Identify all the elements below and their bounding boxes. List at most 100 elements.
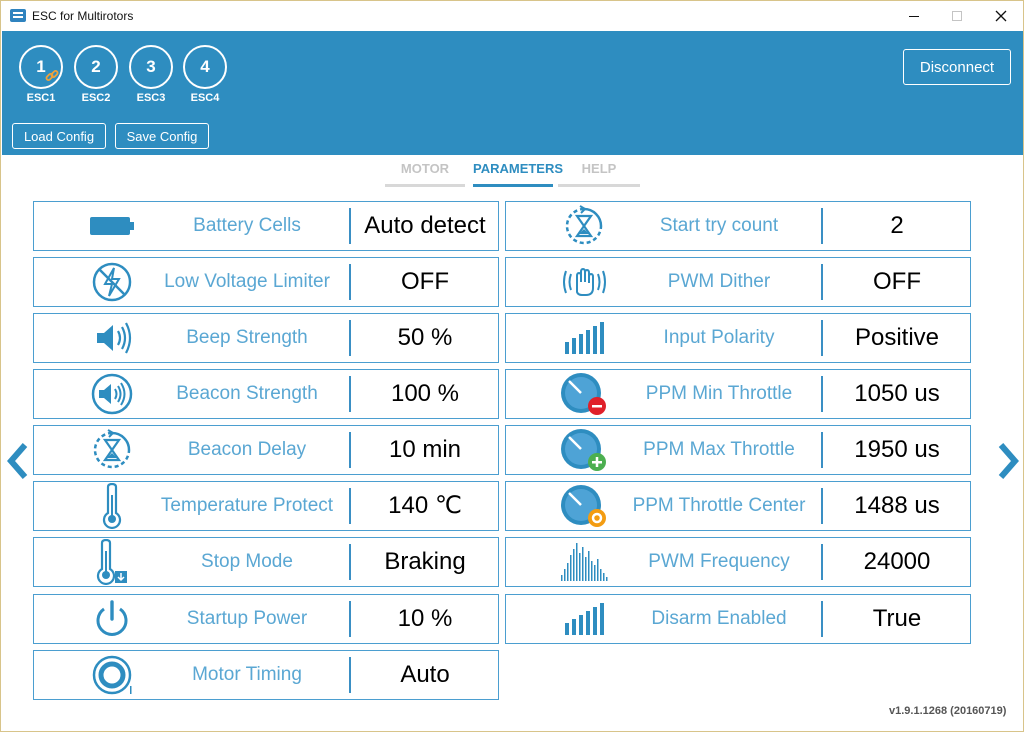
tab-help-underline	[558, 184, 640, 187]
param-name: Input Polarity	[663, 327, 775, 348]
esc2-ring: 2	[74, 45, 118, 89]
param-low-voltage-limiter[interactable]: Low Voltage Limiter OFF	[33, 257, 499, 307]
gauge-center-icon	[558, 485, 610, 527]
maximize-button[interactable]	[934, 1, 980, 31]
param-input-polarity[interactable]: Input Polarity Positive	[505, 313, 971, 363]
esc4-number: 4	[200, 57, 210, 76]
param-motor-timing[interactable]: Motor Timing Auto	[33, 650, 499, 700]
param-start-try-count[interactable]: Start try count 2	[505, 201, 971, 251]
divider	[349, 432, 351, 468]
divider	[349, 264, 351, 300]
param-ppm-throttle-center[interactable]: PPM Throttle Center 1488 us	[505, 481, 971, 531]
previous-page-arrow-icon[interactable]	[3, 441, 33, 481]
param-value[interactable]: 10 min	[388, 436, 462, 463]
close-icon	[995, 10, 1007, 22]
esc4-label: ESC4	[190, 92, 220, 104]
divider	[821, 376, 823, 412]
param-value[interactable]: OFF	[873, 268, 921, 295]
param-beacon-strength[interactable]: Beacon Strength 100 %	[33, 369, 499, 419]
param-name: Disarm Enabled	[651, 608, 787, 629]
param-name: PWM Dither	[667, 271, 771, 292]
param-ppm-max-throttle[interactable]: PPM Max Throttle 1950 us	[505, 425, 971, 475]
param-beep-strength[interactable]: Beep Strength 50 %	[33, 313, 499, 363]
tab-parameters[interactable]: PARAMETERS	[473, 159, 564, 187]
power-icon	[86, 599, 138, 639]
param-value[interactable]: 10 %	[397, 605, 453, 632]
param-name: Start try count	[659, 215, 779, 236]
minimize-button[interactable]	[891, 1, 937, 31]
param-battery-cells[interactable]: Battery Cells Auto detect	[33, 201, 499, 251]
divider	[821, 488, 823, 524]
param-value[interactable]: 2	[890, 212, 904, 239]
param-value[interactable]: Braking	[384, 548, 466, 575]
divider	[821, 432, 823, 468]
vibration-icon	[558, 262, 610, 302]
param-value[interactable]: Positive	[854, 324, 940, 351]
gauge-min-icon	[558, 373, 610, 415]
next-page-arrow-icon[interactable]	[993, 441, 1023, 481]
esc3-selector[interactable]: 3 ESC3	[128, 45, 174, 104]
esc1-number: 1	[36, 57, 46, 76]
signal-bars-icon	[558, 599, 610, 639]
esc1-selector[interactable]: 1 ESC1	[18, 45, 64, 104]
divider	[821, 320, 823, 356]
param-value[interactable]: 100 %	[390, 380, 460, 407]
param-ppm-min-throttle[interactable]: PPM Min Throttle 1050 us	[505, 369, 971, 419]
esc3-number: 3	[146, 57, 156, 76]
param-pwm-frequency[interactable]: PWM Frequency 24000	[505, 537, 971, 587]
divider	[349, 376, 351, 412]
param-value[interactable]: 1488 us	[854, 492, 940, 519]
param-value[interactable]: Auto	[400, 661, 450, 688]
param-stop-mode[interactable]: Stop Mode Braking	[33, 537, 499, 587]
param-name: PPM Throttle Center	[632, 495, 806, 516]
tab-help[interactable]: HELP	[558, 159, 640, 187]
param-disarm-enabled[interactable]: Disarm Enabled True	[505, 594, 971, 644]
param-name: PPM Min Throttle	[645, 383, 793, 404]
param-name: Temperature Protect	[160, 495, 334, 516]
param-value[interactable]: 1950 us	[854, 436, 940, 463]
param-name: Beep Strength	[186, 327, 308, 348]
param-name: Battery Cells	[193, 215, 301, 236]
low-voltage-icon	[86, 262, 138, 302]
esc1-label: ESC1	[26, 92, 56, 104]
param-value[interactable]: True	[872, 605, 922, 632]
param-value[interactable]: OFF	[401, 268, 449, 295]
tab-parameters-underline	[473, 184, 553, 187]
save-config-button[interactable]: Save Config	[115, 123, 209, 149]
divider	[349, 488, 351, 524]
param-beacon-delay[interactable]: Beacon Delay 10 min	[33, 425, 499, 475]
esc2-label: ESC2	[81, 92, 111, 104]
gauge-max-icon	[558, 429, 610, 471]
param-value[interactable]: 1050 us	[854, 380, 940, 407]
frequency-spectrum-icon	[558, 542, 610, 582]
param-value[interactable]: Auto detect	[364, 212, 486, 239]
load-config-button[interactable]: Load Config	[12, 123, 106, 149]
param-name: PWM Frequency	[648, 551, 790, 572]
minimize-icon	[909, 15, 919, 17]
param-temperature-protect[interactable]: Temperature Protect 140 ℃	[33, 481, 499, 531]
param-value[interactable]: 24000	[863, 548, 931, 575]
tab-motor-underline	[385, 184, 465, 187]
param-value[interactable]: 50 %	[397, 324, 453, 351]
esc4-selector[interactable]: 4 ESC4	[182, 45, 228, 104]
disconnect-button[interactable]: Disconnect	[903, 49, 1011, 85]
tab-motor[interactable]: MOTOR	[385, 159, 465, 187]
param-startup-power[interactable]: Startup Power 10 %	[33, 594, 499, 644]
signal-bars-icon	[558, 318, 610, 358]
close-button[interactable]	[978, 1, 1024, 31]
version-label: v1.9.1.1268 (20160719)	[889, 705, 1007, 717]
tab-parameters-label: PARAMETERS	[473, 161, 564, 176]
esc2-selector[interactable]: 2 ESC2	[73, 45, 119, 104]
param-pwm-dither[interactable]: PWM Dither OFF	[505, 257, 971, 307]
esc3-label: ESC3	[136, 92, 166, 104]
battery-icon	[86, 206, 138, 246]
timing-icon	[86, 655, 138, 695]
app-logo-icon	[10, 9, 26, 22]
esc4-ring: 4	[183, 45, 227, 89]
window-title: ESC for Multirotors	[32, 9, 134, 23]
divider	[821, 544, 823, 580]
esc3-ring: 3	[129, 45, 173, 89]
thermometer-icon	[86, 483, 138, 529]
param-value[interactable]: 140 ℃	[388, 492, 462, 519]
